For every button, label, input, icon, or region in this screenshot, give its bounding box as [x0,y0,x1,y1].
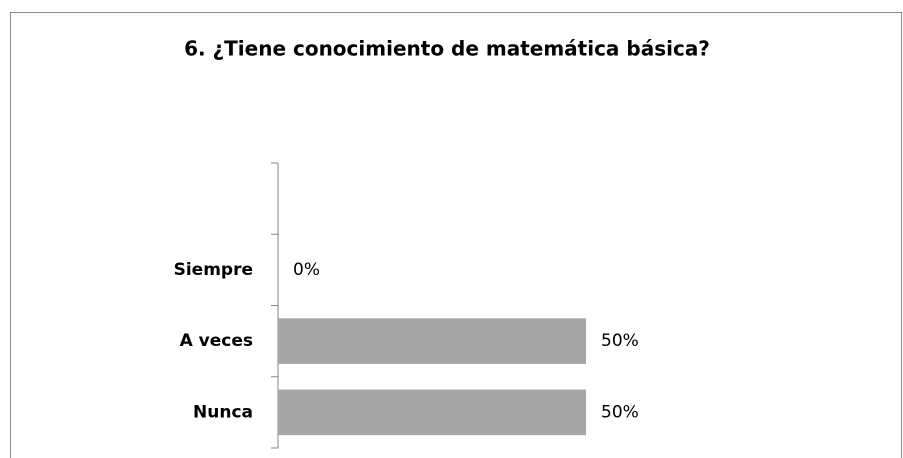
bar [278,389,586,436]
chart-frame [10,12,902,458]
chart-title: 6. ¿Tiene conocimiento de matemática bás… [184,37,710,61]
category-label: Nunca [193,402,253,422]
data-label: 50% [601,402,639,422]
category-label: A veces [180,331,253,351]
bar [278,318,586,364]
data-label: 0% [293,260,320,280]
data-label: 50% [601,331,639,351]
category-label: Siempre [174,260,253,280]
